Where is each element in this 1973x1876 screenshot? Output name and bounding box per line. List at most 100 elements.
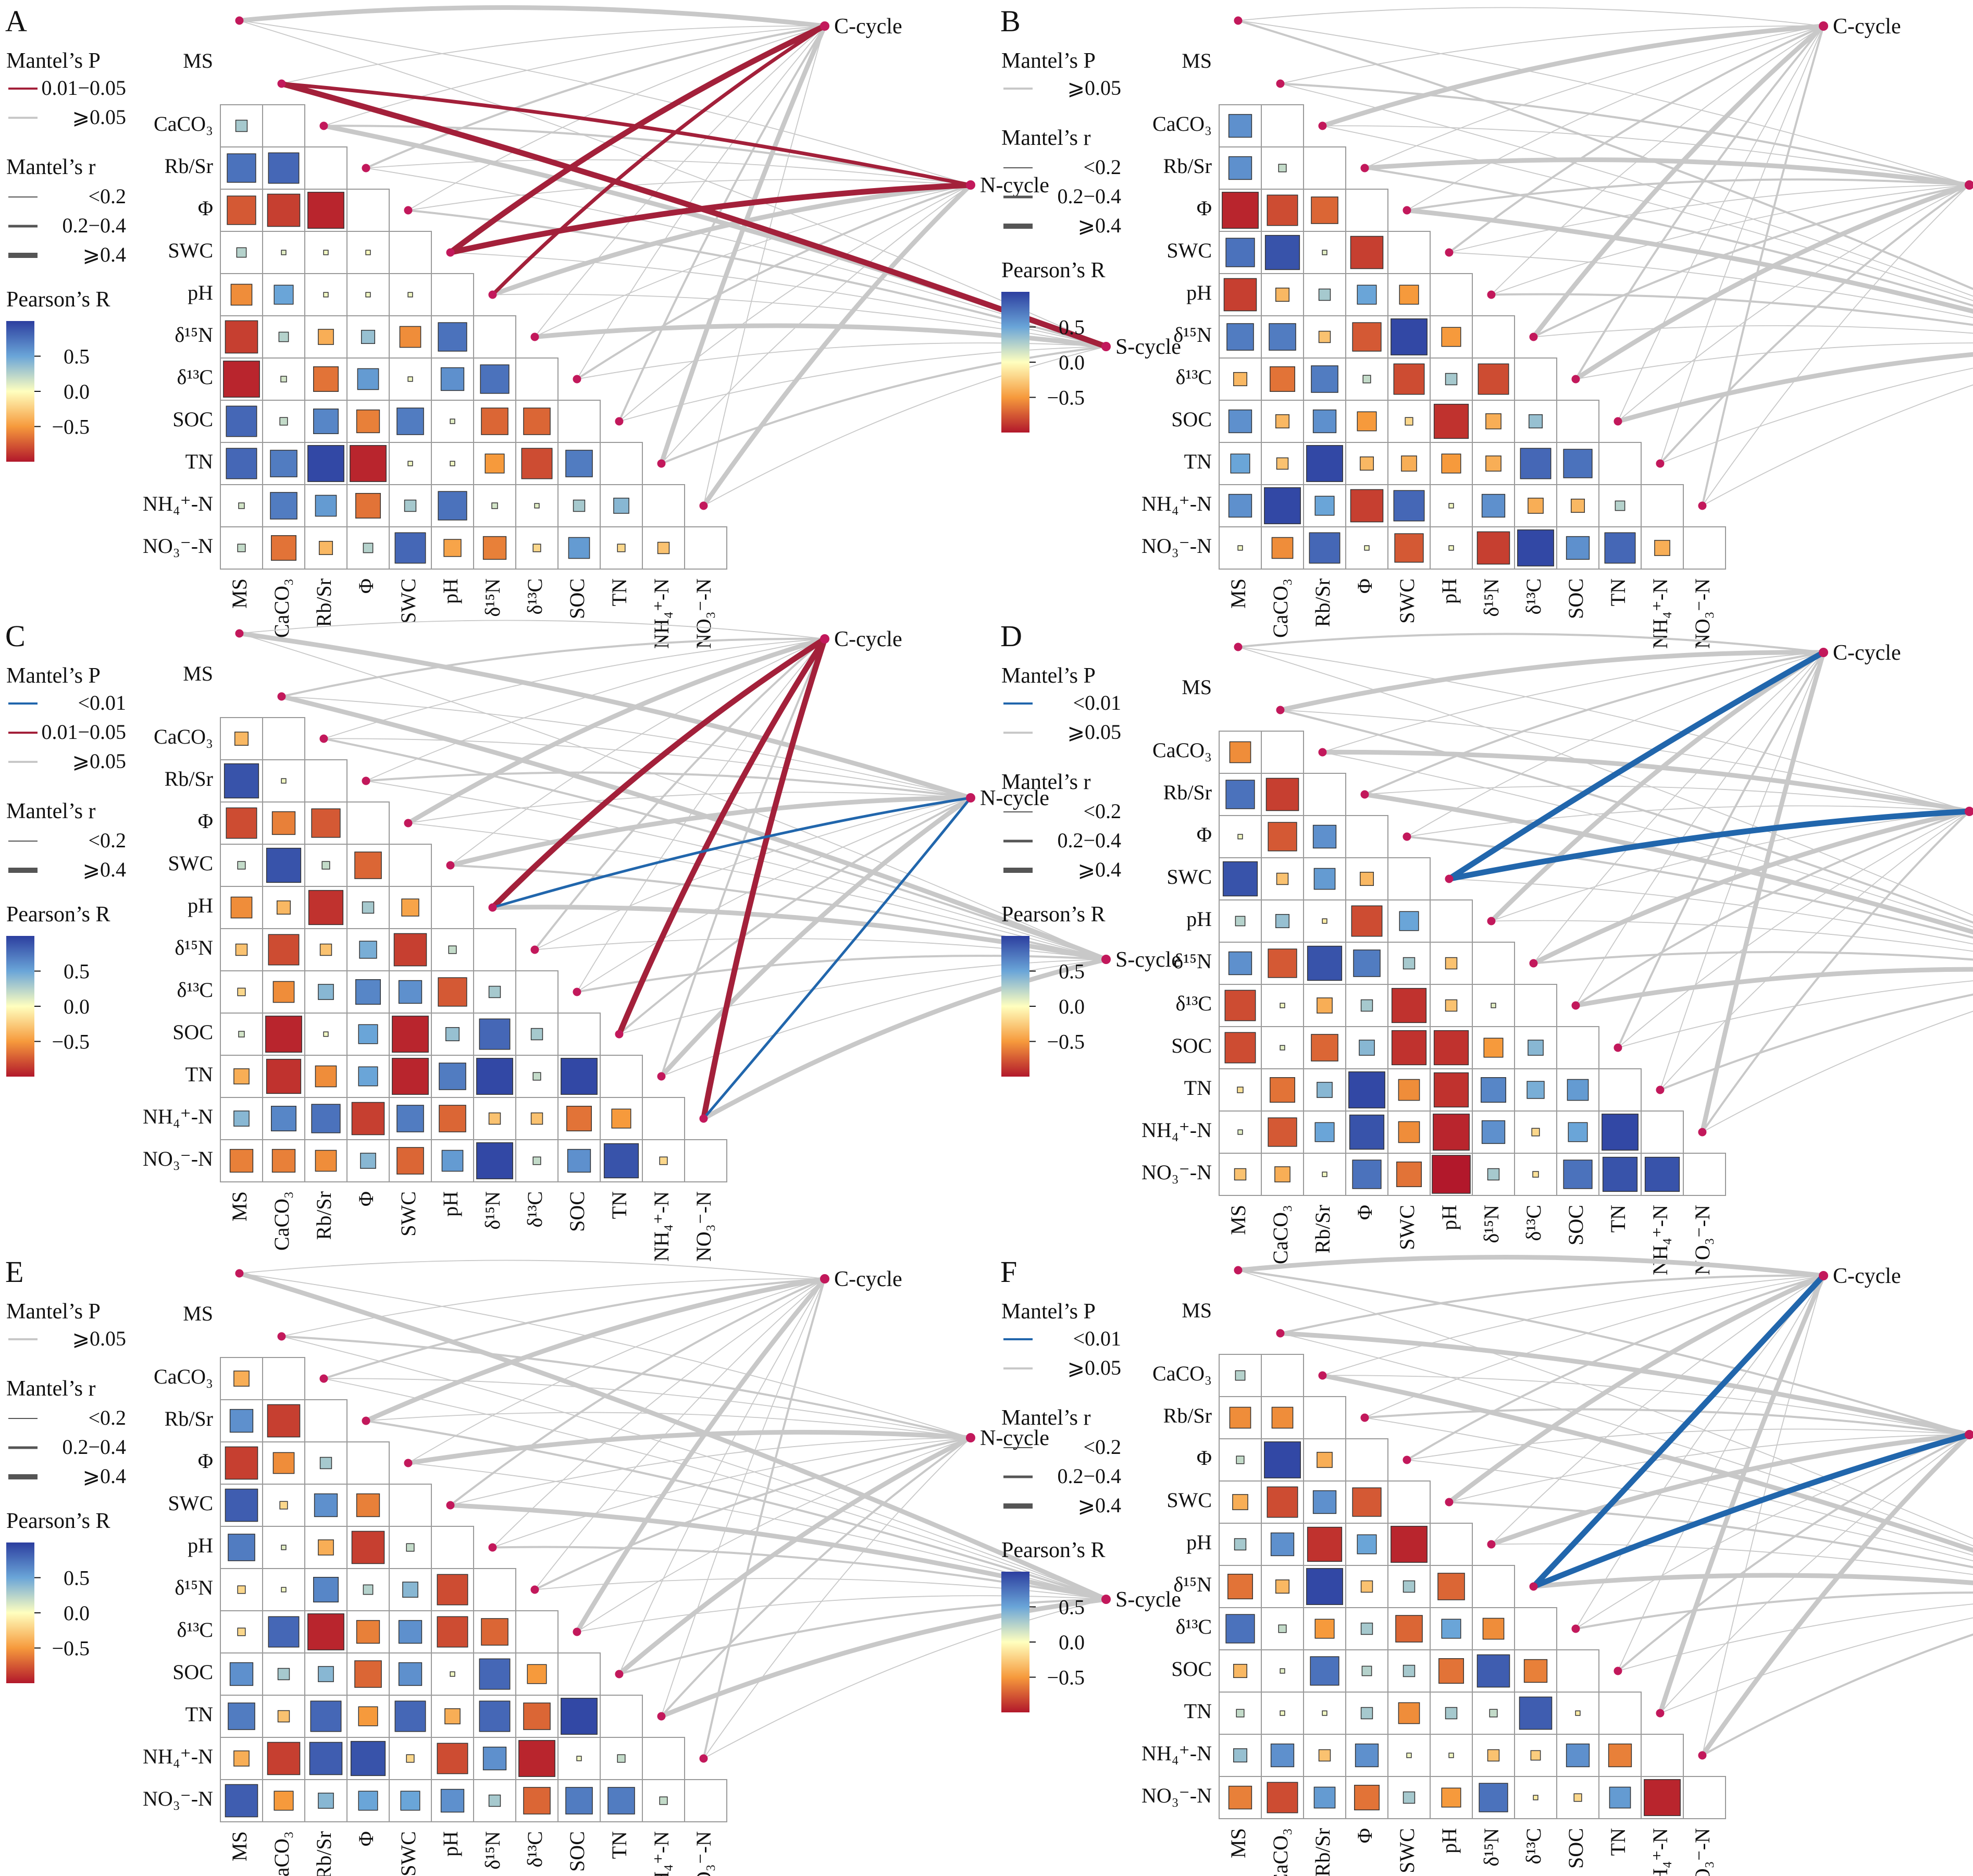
- cell-no3-n-rb-sr: [318, 540, 333, 556]
- cell--rb-sr: [311, 808, 341, 838]
- link-rb-sr-n-cycle: [323, 1378, 971, 1438]
- cell-13c-ph: [1441, 1619, 1461, 1639]
- cell-soc-: [354, 1660, 382, 1688]
- y-label-ph: pH: [188, 281, 213, 304]
- y-label-ms: MS: [183, 49, 213, 72]
- node-soc: [573, 375, 581, 384]
- cell-ph-ms: [230, 896, 253, 919]
- link-s-cycle: [1363, 167, 1973, 307]
- cell-nh4-n-ph: [438, 491, 467, 521]
- cell-diagonal: [262, 1357, 305, 1400]
- legend-mantel-r-title: Mantel’s r: [6, 155, 95, 179]
- y-label-rb-sr: Rb/Sr: [1163, 154, 1212, 178]
- cell-swc-caco3: [1264, 234, 1300, 270]
- cell-diagonal: [1556, 400, 1599, 443]
- cell-tn-rb-sr: [1322, 1710, 1327, 1716]
- link-caco3-n-cycle: [1280, 709, 1970, 812]
- cell-nh4-n-15n: [482, 1746, 507, 1771]
- cell-ph-: [1357, 1534, 1377, 1554]
- sig-link-15n-n-cycle: [491, 796, 972, 909]
- cell-soc-ph: [1433, 1030, 1469, 1066]
- cell-tn-ph: [444, 1708, 461, 1724]
- node-swc: [1403, 206, 1411, 215]
- link-rb-sr-c-cycle: [1320, 23, 1826, 128]
- cell--caco3: [1267, 194, 1298, 226]
- legend-r-label: 0.2−0.4: [62, 1435, 126, 1459]
- node-nh4-n: [657, 459, 666, 468]
- y-label-swc: SWC: [1167, 239, 1212, 262]
- node-soc: [573, 1627, 581, 1636]
- node-: [1360, 790, 1369, 799]
- cell-soc-swc: [1403, 1664, 1416, 1677]
- legend-r-label: <0.2: [1083, 155, 1121, 179]
- link-swc-c-cycle: [1406, 1275, 1825, 1461]
- cell-no3-n-nh4-n: [659, 1156, 668, 1165]
- cell-no3-n-soc: [568, 537, 590, 559]
- link-nh4-n-n-cycle: [659, 795, 973, 1079]
- x-label-ph: pH: [439, 1191, 462, 1217]
- cell-13c-caco3: [280, 376, 287, 382]
- cell-diagonal: [1641, 1110, 1684, 1154]
- link-swc-s-cycle: [1404, 208, 1973, 314]
- cell-13c-ms: [1224, 990, 1256, 1021]
- link-nh4-n-n-cycle: [1659, 811, 1970, 1091]
- cell-13c-caco3: [268, 1616, 300, 1648]
- cell-13c-15n: [1478, 363, 1509, 395]
- cell-tn-ms: [228, 1702, 255, 1730]
- cell-no3-n-ms: [1234, 1168, 1247, 1181]
- cell-nh4-n-swc: [396, 1105, 424, 1132]
- cell-soc-ms: [1228, 409, 1252, 434]
- cell-soc-rb-sr: [323, 1031, 329, 1037]
- cycle-label-n-cycle: N-cycle: [980, 1426, 1049, 1450]
- cell-diagonal: [515, 1610, 559, 1653]
- link-soc-n-cycle: [576, 184, 972, 380]
- cell-diagonal: [1514, 1607, 1557, 1650]
- sig-link-caco3-n-cycle: [279, 82, 973, 187]
- node-n-cycle: [966, 793, 975, 803]
- node-13c: [530, 332, 539, 341]
- x-label-caco3: CaCO₃: [270, 1191, 293, 1251]
- cell-tn-13c: [1519, 1696, 1553, 1730]
- link-soc-c-cycle: [1574, 25, 1825, 380]
- link-no3-n-c-cycle: [1699, 650, 1826, 1134]
- cell-no3-n-tn: [1609, 1786, 1631, 1809]
- node-rb-sr: [1318, 121, 1327, 130]
- y-label-soc: SOC: [1171, 1657, 1212, 1681]
- cell-no3-n-tn: [607, 1787, 635, 1815]
- x-label-soc: SOC: [1564, 1205, 1587, 1245]
- legend-pearson-title: Pearson’s R: [1001, 1538, 1106, 1562]
- panel-b: BC-cycleN-cycleS-cycleMSCaCO₃Rb/SrΦSWCpH…: [1000, 4, 1973, 649]
- cell-diagonal: [557, 400, 601, 443]
- legend: Mantel’s P <0.01 0.01−0.05 ⩾0.05 Mantel’s r <…: [6, 664, 126, 1077]
- cell-15n-: [363, 1584, 374, 1595]
- cell-soc-13c: [1528, 1040, 1544, 1056]
- x-label-soc: SOC: [1564, 1828, 1587, 1869]
- cell-no3-n-ms: [237, 544, 246, 552]
- y-label-no3-n: NO₃⁻-N: [143, 1787, 213, 1810]
- cycle-label-c-cycle: C-cycle: [834, 15, 902, 39]
- cycle-label-n-cycle: N-cycle: [980, 786, 1049, 810]
- link-tn-c-cycle: [1617, 26, 1824, 422]
- x-label-caco3: CaCO₃: [270, 1831, 293, 1876]
- link-rb-sr-n-cycle: [1322, 125, 1970, 186]
- legend-r-label: 0.2−0.4: [1057, 1464, 1121, 1488]
- link-ms-s-cycle: [1237, 1269, 1973, 1539]
- cell-tn-soc: [1567, 1079, 1589, 1101]
- link-caco3-c-cycle: [281, 25, 825, 84]
- cell-diagonal: [389, 231, 432, 274]
- y-label-swc: SWC: [1167, 865, 1212, 888]
- y-label-tn: TN: [1184, 450, 1212, 473]
- cell-no3-n-13c: [523, 1787, 551, 1815]
- cell-diagonal: [1303, 1396, 1346, 1439]
- x-label-nh4-n: NH₄⁺-N: [650, 578, 673, 649]
- cell-nh4-n-soc: [1566, 1743, 1590, 1768]
- cell-15n-swc: [399, 326, 421, 348]
- cell-no3-n-rb-sr: [1309, 532, 1341, 564]
- link-15n-s-cycle: [1491, 1543, 1973, 1575]
- cell-swc-caco3: [279, 1501, 288, 1510]
- cell-soc-rb-sr: [1311, 1034, 1338, 1062]
- node-tn: [615, 1030, 624, 1039]
- cell-nh4-n-caco3: [267, 1742, 301, 1775]
- cell-ph-swc: [401, 898, 419, 917]
- x-label-rb-sr: Rb/Sr: [1311, 1828, 1334, 1876]
